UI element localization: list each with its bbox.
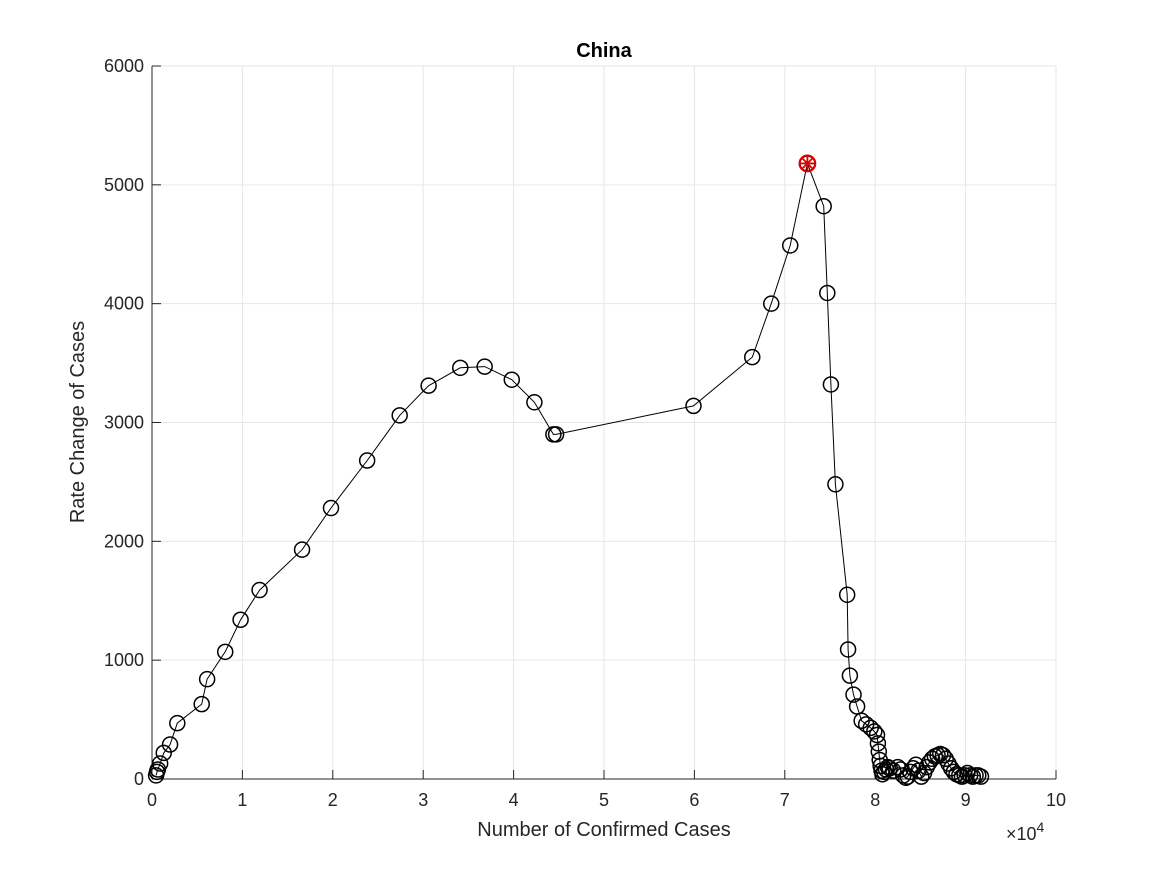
data-point [251,581,268,599]
data-point [940,755,957,772]
x-axis-exponent: ×104 [1006,819,1045,844]
label-layer: China Number of Confirmed Cases Rate Cha… [67,40,1045,844]
data-point [945,763,963,781]
x-tick-label: 0 [147,790,157,810]
data-point [781,237,799,254]
data-point [881,760,898,777]
data-point [503,371,521,388]
data-point [923,750,941,768]
data-point [526,394,543,411]
data-point [869,735,887,752]
x-tick-label: 5 [599,790,609,810]
data-point [934,746,952,764]
data-point [452,359,469,377]
x-tick-label: 3 [418,790,428,810]
x-tick-label: 6 [689,790,699,810]
series-layer [147,154,990,787]
x-tick-label: 1 [237,790,247,810]
data-point [169,714,186,732]
data-point [293,541,311,558]
x-axis-exponent-power: 4 [1037,819,1045,835]
data-point [866,723,883,740]
x-axis-label: Number of Confirmed Cases [477,819,730,841]
data-point [216,643,234,661]
data-point [937,750,954,768]
data-point [391,407,408,424]
data-point [868,726,886,744]
data-point [819,284,836,302]
data-point [841,667,859,684]
data-point [879,758,897,776]
x-tick-label: 9 [961,790,971,810]
y-tick-label: 1000 [104,650,144,670]
data-point [956,767,973,784]
data-point [155,744,173,762]
data-point [547,426,565,443]
chart-title: China [576,40,632,62]
grid-layer [151,65,1057,780]
data-point [918,758,935,776]
y-tick-label: 0 [134,769,144,789]
data-point [685,397,702,415]
y-tick-label: 6000 [104,56,144,76]
x-tick-label: 7 [780,790,790,810]
y-axis-label: Rate Change of Cases [67,321,89,523]
data-point [762,295,780,312]
data-point [913,768,930,785]
data-point [885,762,902,779]
data-point [822,376,840,393]
y-tick-label: 4000 [104,294,144,314]
peak-marker-spoke [801,157,814,170]
data-point [193,695,210,713]
x-tick-label: 10 [1046,790,1066,810]
data-point [151,755,169,772]
data-point [838,586,856,604]
data-point [476,358,493,375]
y-tick-label: 3000 [104,413,144,433]
data-point [358,452,376,469]
data-point [161,736,179,753]
y-tick-label: 5000 [104,175,144,195]
data-point [827,476,844,493]
data-point [815,197,832,215]
data-point [744,348,761,366]
peak-marker [798,154,817,173]
data-point [845,686,862,703]
axes-layer: 0 1 2 3 4 5 6 7 8 9 10 0 1000 2000 3000 4000 5000 6000 [104,56,1066,810]
x-axis-exponent-base: ×10 [1006,824,1037,844]
x-tick-label: 4 [509,790,519,810]
data-point [420,377,437,394]
y-tick-label: 2000 [104,531,144,551]
data-point [232,611,249,629]
data-point [972,768,990,785]
x-tick-label: 8 [870,790,880,810]
data-point [198,670,216,688]
data-point [839,641,857,658]
x-tick-label: 2 [328,790,338,810]
data-point [322,499,340,517]
